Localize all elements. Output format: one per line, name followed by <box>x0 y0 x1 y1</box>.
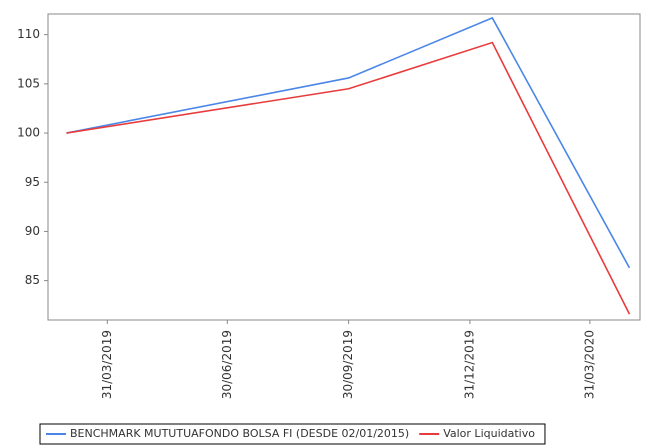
series-line <box>66 41 631 315</box>
y-tick-label: 105 <box>17 76 40 90</box>
legend-label: Valor Liquidativo <box>443 427 535 440</box>
series-line <box>66 16 631 269</box>
legend-box <box>39 423 546 445</box>
y-tick-label: 90 <box>25 224 40 238</box>
y-tick-label: 95 <box>25 175 40 189</box>
x-tick-label: 31/12/2019 <box>462 330 476 399</box>
x-tick-label: 31/03/2020 <box>582 330 596 399</box>
y-tick-label: 110 <box>17 27 40 41</box>
y-tick-label: 100 <box>17 126 40 140</box>
plot-area <box>47 13 641 321</box>
x-tick-label: 31/03/2019 <box>100 330 114 399</box>
legend-label: BENCHMARK MUTUTUAFONDO BOLSA FI (DESDE 0… <box>70 427 409 440</box>
x-tick-label: 30/06/2019 <box>220 330 234 399</box>
x-tick-label: 30/09/2019 <box>341 330 355 399</box>
y-tick-label: 85 <box>25 273 40 287</box>
